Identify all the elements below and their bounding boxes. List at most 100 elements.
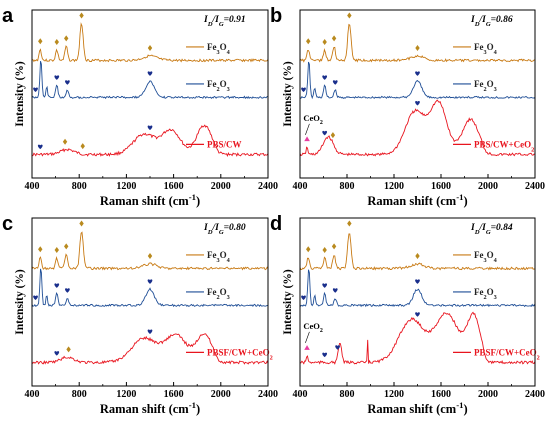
diamond-icon (62, 138, 68, 145)
x-axis-label: Raman shift (cm-1) (100, 192, 200, 208)
ceo2-arrow (305, 123, 310, 135)
panel-c: Fe3O4 Fe2O3 PBSF/CW+CeO2 400 800 1200 1600 2000… (2, 213, 278, 416)
diamond-icon (330, 132, 336, 139)
x-tick-label: 800 (340, 389, 355, 400)
panel-a: Fe3O4 Fe2O3 PBS/CW 400 800 1200 1600 2000 2400 a I… (2, 5, 278, 208)
heart-icon (322, 283, 328, 288)
heart-icon (301, 295, 306, 300)
series-line-fe2o3 (31, 60, 268, 100)
legend-label-fe3o4: Fe3O4 (474, 42, 498, 56)
x-tick-label: 400 (25, 181, 40, 192)
x-tick-label: 1200 (116, 389, 136, 400)
x-tick-label: 2400 (258, 181, 278, 192)
x-tick-label: 1600 (164, 181, 184, 192)
x-tick-label: 1600 (431, 181, 451, 192)
heart-icon (147, 125, 153, 131)
x-tick-label: 800 (72, 389, 87, 400)
heart-icon (54, 283, 60, 288)
x-tick-label: 800 (340, 181, 355, 192)
heart-icon (33, 87, 38, 92)
diamond-icon (64, 243, 69, 250)
x-tick-label: 1200 (116, 181, 136, 192)
heart-icon (65, 288, 70, 293)
x-tick-label: 2400 (525, 389, 545, 400)
heart-icon (332, 80, 338, 85)
x-axis-label: Raman shift (cm-1) (367, 192, 467, 208)
id-ig-ratio: ID/IG=0.84 (470, 223, 513, 236)
heart-icon (147, 329, 153, 335)
heart-icon (301, 87, 306, 92)
legend-label-fe2o3: Fe2O3 (474, 287, 497, 301)
x-tick-label: 1600 (431, 389, 451, 400)
series-line-fe2o3 (31, 268, 269, 308)
diamond-icon (306, 38, 311, 45)
heart-icon (415, 279, 420, 284)
legend-label-fe3o4: Fe3O4 (207, 42, 231, 56)
panel-d: Fe3O4 Fe2O3 PBSF/CW+CeO2 CeO2 400 800 1200 1600… (270, 213, 545, 416)
heart-icon (335, 345, 340, 350)
diamond-icon (306, 246, 311, 253)
x-tick-label: 400 (293, 389, 308, 400)
legend-label-sample: PBSF/CW+CeO2 (474, 347, 540, 361)
plot-frame (299, 9, 536, 179)
series-line-sample (299, 99, 536, 157)
diamond-icon (64, 35, 69, 42)
diamond-icon (322, 247, 327, 254)
heart-icon (322, 352, 328, 358)
heart-icon (37, 144, 43, 150)
ceo2-label: CeO2 (303, 113, 323, 126)
id-ig-ratio: ID/IG=0.80 (203, 223, 246, 236)
legend-label-fe2o3: Fe2O3 (207, 79, 230, 93)
x-tick-label: 2000 (478, 389, 498, 400)
triangle-icon (304, 136, 310, 142)
series-line-fe3o4 (299, 23, 535, 63)
diamond-icon (331, 35, 337, 42)
diamond-icon (415, 44, 420, 51)
diamond-icon (80, 143, 85, 150)
heart-icon (415, 312, 420, 317)
x-tick-label: 1600 (164, 389, 184, 400)
x-axis-label: Raman shift (cm-1) (367, 400, 467, 416)
x-tick-label: 1200 (384, 389, 404, 400)
panel-b: Fe3O4 Fe2O3 PBS/CW+CeO2 CeO2 400 800 1200 1600 2… (270, 5, 545, 208)
series-line-fe3o4 (31, 22, 269, 63)
x-tick-label: 2000 (211, 389, 231, 400)
heart-icon (33, 295, 38, 300)
series-line-fe3o4 (299, 233, 536, 271)
legend-label-fe3o4: Fe3O4 (207, 250, 231, 264)
heart-icon (54, 75, 60, 80)
panel-letter: a (2, 5, 14, 27)
x-tick-label: 1200 (384, 181, 404, 192)
heart-icon (322, 75, 328, 80)
heart-icon (147, 71, 153, 76)
series-line-sample (31, 124, 269, 157)
diamond-icon (54, 39, 59, 46)
heart-icon (332, 288, 338, 293)
x-tick-label: 2000 (211, 181, 231, 192)
series-line-fe2o3 (299, 269, 536, 308)
diamond-icon (347, 12, 352, 19)
plot-frame (31, 9, 269, 179)
plot-frame (31, 217, 269, 387)
heart-icon (322, 130, 328, 136)
diamond-icon (79, 220, 84, 227)
diamond-icon (147, 252, 153, 259)
y-axis-label: Intensity (%) (282, 61, 294, 127)
ceo2-arrow (305, 331, 310, 343)
x-tick-label: 2400 (525, 181, 545, 192)
legend-label-fe2o3: Fe2O3 (207, 287, 230, 301)
panel-letter: d (270, 213, 282, 235)
x-tick-label: 800 (72, 181, 87, 192)
heart-icon (147, 279, 153, 284)
y-axis-label: Intensity (%) (14, 269, 26, 335)
legend-label-sample: PBS/CW+CeO2 (474, 139, 534, 153)
panel-letter: b (270, 5, 282, 27)
series-line-fe3o4 (31, 231, 269, 271)
series-line-sample (31, 333, 269, 365)
heart-icon (65, 80, 70, 85)
x-tick-label: 400 (293, 181, 308, 192)
y-axis-label: Intensity (%) (282, 269, 294, 335)
x-tick-label: 2400 (258, 389, 278, 400)
heart-icon (415, 71, 420, 76)
diamond-icon (38, 246, 43, 253)
